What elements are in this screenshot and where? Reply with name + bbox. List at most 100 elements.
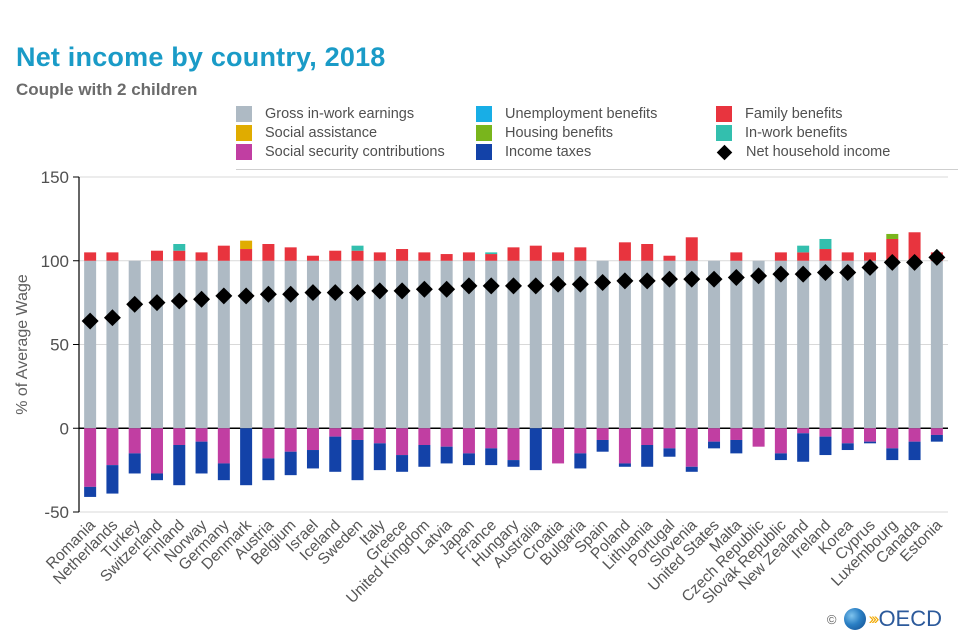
bar-segment-income-taxes (262, 458, 275, 481)
bar-segment-social-security-contributions (373, 428, 386, 444)
legend-item-in-work-benefits[interactable]: In-work benefits (716, 125, 847, 141)
bar-segment-income-taxes (797, 433, 810, 462)
bar-segment-gross-in-work-earnings (106, 260, 119, 429)
bar-segment-income-taxes (329, 436, 342, 472)
legend-swatch (716, 106, 732, 122)
legend-item-net-household-income[interactable]: Net household income (716, 144, 890, 160)
legend-label: Net household income (746, 144, 891, 160)
bar-segment-in-work-benefits (485, 252, 498, 255)
bar-segment-gross-in-work-earnings (618, 260, 631, 429)
bar-segment-family-benefits (440, 254, 453, 261)
bar-segment-family-benefits (84, 252, 97, 261)
bar-segment-income-taxes (418, 445, 431, 467)
bar-segment-gross-in-work-earnings (485, 260, 498, 429)
bar-segment-social-security-contributions (708, 428, 721, 442)
bar-segment-gross-in-work-earnings (529, 260, 542, 429)
bar-segment-income-taxes (485, 448, 498, 466)
net-income-marker (415, 280, 433, 298)
bar-segment-income-taxes (217, 463, 230, 481)
net-income-marker (816, 263, 834, 281)
legend-label: Social security contributions (265, 144, 445, 160)
net-income-marker (282, 285, 300, 303)
bar-segment-social-security-contributions (574, 428, 587, 454)
bar-segment-social-security-contributions (329, 428, 342, 437)
bar-segment-income-taxes (841, 443, 854, 451)
bar-segment-income-taxes (819, 436, 832, 456)
bar-segment-social-security-contributions (150, 428, 163, 474)
net-income-marker (705, 270, 723, 288)
bar-segment-gross-in-work-earnings (507, 260, 520, 429)
bar-segment-family-benefits (351, 250, 364, 261)
bar-segment-social-security-contributions (641, 428, 654, 445)
bar-segment-family-benefits (529, 245, 542, 261)
bar-segment-social-security-contributions (262, 428, 275, 459)
bar-segment-social-security-contributions (195, 428, 208, 442)
net-income-marker (839, 263, 857, 281)
bar-segment-income-taxes (730, 439, 743, 454)
legend-item-social-security[interactable]: Social security contributions (236, 144, 445, 160)
bar-segment-family-benefits (306, 255, 319, 261)
bar-segment-gross-in-work-earnings (685, 260, 698, 429)
bar-segment-gross-in-work-earnings (908, 260, 921, 429)
bar-segment-gross-in-work-earnings (752, 260, 765, 429)
bar-segment-family-benefits (841, 252, 854, 261)
legend-swatch (476, 144, 492, 160)
legend-item-unemployment-benefits[interactable]: Unemployment benefits (476, 106, 657, 122)
legend-label: Social assistance (265, 125, 378, 141)
bar-segment-income-taxes (373, 443, 386, 471)
legend-item-gross-earnings[interactable]: Gross in-work earnings (236, 106, 414, 122)
bar-segment-family-benefits (552, 252, 565, 261)
legend-item-income-taxes[interactable]: Income taxes (476, 144, 591, 160)
bar-segment-income-taxes (864, 441, 877, 444)
y-tick-label: 100 (41, 252, 69, 271)
net-income-marker (371, 282, 389, 300)
bar-segment-social-security-contributions (730, 428, 743, 440)
bar-segment-income-taxes (685, 466, 698, 472)
y-tick-label: 0 (60, 419, 69, 438)
bar-segment-income-taxes (708, 441, 721, 449)
bar-segment-social-security-contributions (618, 428, 631, 464)
bar-segment-family-benefits (886, 238, 899, 261)
bar-segment-income-taxes (440, 446, 453, 464)
bar-segment-in-work-benefits (797, 245, 810, 253)
legend-label: Housing benefits (505, 125, 614, 141)
bar-segment-in-work-benefits (351, 245, 364, 251)
net-income-marker (237, 287, 255, 305)
bar-segment-income-taxes (574, 453, 587, 469)
bar-segment-income-taxes (886, 448, 899, 461)
bar-segment-family-benefits (797, 252, 810, 261)
legend-item-housing-benefits[interactable]: Housing benefits (476, 125, 613, 141)
bar-segment-gross-in-work-earnings (886, 260, 899, 429)
bar-segment-social-security-contributions (485, 428, 498, 449)
net-income-marker (616, 272, 634, 290)
oecd-chevrons-icon: ››› (868, 609, 879, 628)
bar-segment-family-benefits (106, 252, 119, 261)
bar-segment-gross-in-work-earnings (262, 260, 275, 429)
bar-segment-gross-in-work-earnings (195, 260, 208, 429)
legend-item-social-assistance[interactable]: Social assistance (236, 125, 377, 141)
net-income-marker (727, 269, 745, 286)
net-income-marker (772, 265, 790, 283)
bar-segment-gross-in-work-earnings (552, 260, 565, 429)
bar-segment-social-security-contributions (106, 428, 119, 466)
bar-segment-income-taxes (774, 453, 787, 461)
bar-segment-family-benefits (418, 252, 431, 261)
bar-segment-gross-in-work-earnings (641, 260, 654, 429)
bar-segment-income-taxes (908, 441, 921, 461)
bar-segment-family-benefits (574, 247, 587, 261)
bar-segment-family-benefits (663, 255, 676, 261)
legend-item-family-benefits[interactable]: Family benefits (716, 106, 843, 122)
bar-segment-gross-in-work-earnings (418, 260, 431, 429)
oecd-brand: OECD (878, 606, 942, 631)
bar-segment-gross-in-work-earnings (596, 260, 609, 429)
bar-segment-family-benefits (908, 232, 921, 261)
bar-segment-social-security-contributions (774, 428, 787, 454)
bar-segment-social-security-contributions (418, 428, 431, 445)
y-axis-label: % of Average Wage (14, 274, 31, 415)
net-income-marker (304, 284, 322, 302)
bar-segment-family-benefits (641, 244, 654, 261)
bar-segment-family-benefits (173, 250, 186, 261)
net-income-marker (438, 280, 456, 298)
bar-segment-social-security-contributions (128, 428, 141, 454)
